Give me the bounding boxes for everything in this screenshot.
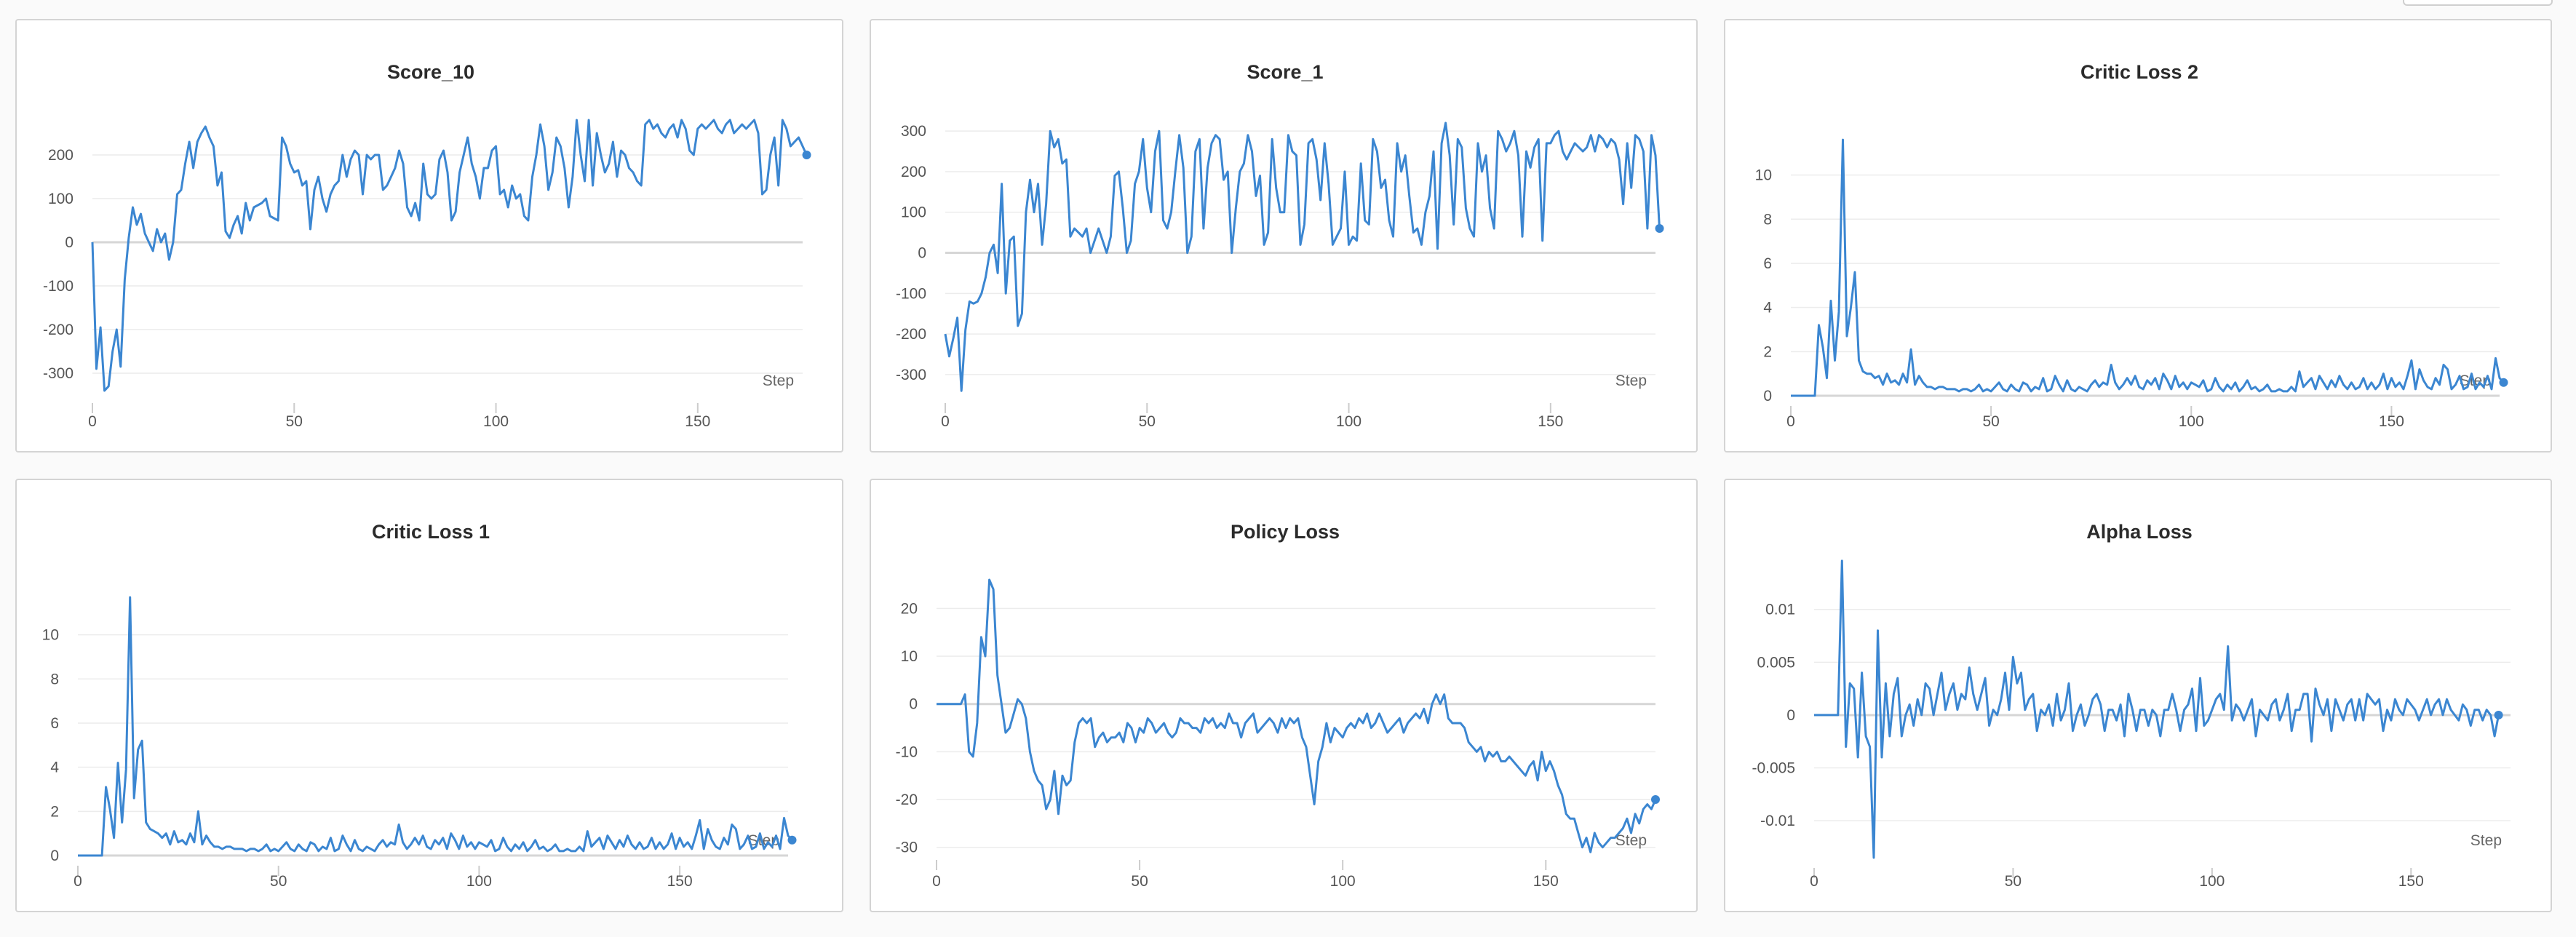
- x-axis-label: Step: [1615, 832, 1647, 849]
- y-tick-label: 200: [901, 164, 926, 180]
- y-tick-label: -100: [896, 285, 926, 302]
- x-tick-label: 0: [932, 873, 941, 890]
- y-tick-label: 100: [901, 204, 926, 221]
- x-tick-label: 150: [685, 413, 710, 430]
- series-end-point[interactable]: [1651, 795, 1660, 805]
- x-tick-label: 50: [1139, 413, 1156, 430]
- chart-title: Critic Loss 1: [372, 521, 490, 543]
- y-tick-label: 6: [50, 715, 59, 732]
- x-axis-label: Step: [2470, 832, 2502, 849]
- chart-panel-critic-loss-2: Critic Loss 2 10 8 6 4 2 0 0 50 100 150 Step: [1724, 19, 2552, 452]
- chart-title: Score_1: [1247, 61, 1323, 83]
- x-tick-label: 100: [466, 873, 492, 890]
- y-tick-label: -200: [896, 326, 926, 343]
- x-tick-label: 0: [1786, 413, 1795, 430]
- x-tick-label: 0: [88, 413, 97, 430]
- x-tick-label: 50: [1131, 873, 1148, 890]
- y-tick-label: -20: [896, 792, 918, 808]
- y-tick-label: 0: [1786, 707, 1795, 724]
- y-tick-label: -10: [896, 743, 918, 760]
- x-tick-label: 150: [1538, 413, 1563, 430]
- x-axis-label: Step: [763, 372, 794, 389]
- series-line: [78, 596, 793, 857]
- series-line: [1814, 559, 2500, 859]
- chart-panel-policy-loss: Policy Loss 20 10 0 -10 -20 -30 0 50 100 150 Step: [870, 479, 1698, 912]
- chart-title: Policy Loss: [1231, 521, 1340, 543]
- series-line: [91, 119, 808, 392]
- y-tick-label: 2: [50, 803, 59, 820]
- y-tick-label: 0: [1763, 388, 1772, 404]
- y-tick-label: -100: [43, 278, 73, 295]
- x-tick-label: 0: [73, 873, 82, 890]
- series-end-point[interactable]: [802, 151, 811, 159]
- y-tick-label: 0: [50, 848, 59, 864]
- x-tick-label: 50: [2005, 873, 2022, 890]
- series-end-point[interactable]: [2494, 710, 2503, 719]
- y-tick-label: 0.005: [1757, 654, 1795, 671]
- y-tick-label: 4: [1763, 300, 1772, 316]
- chart-panel-score-1: Score_1 300 200 100 0 -100 -200 -300 0 50 100 150 St…: [870, 19, 1698, 452]
- x-tick-label: 0: [941, 413, 950, 430]
- chart-panel-critic-loss-1: Critic Loss 1 10 8 6 4 2 0 0 50 100 150 Step: [15, 479, 843, 912]
- chart-title: Score_10: [387, 61, 474, 83]
- x-tick-label: 0: [1810, 873, 1818, 890]
- y-tick-label: 0.01: [1765, 602, 1795, 618]
- y-tick-label: -300: [896, 367, 926, 383]
- chart-svg: Score_10 200 100 0 -100 -200 -300 0 50 100 150 Step: [43, 61, 811, 430]
- series-line: [1791, 138, 2505, 397]
- x-tick-label: 50: [1982, 413, 1999, 430]
- x-tick-label: 50: [270, 873, 287, 890]
- x-tick-label: 100: [2179, 413, 2204, 430]
- x-tick-label: 100: [2199, 873, 2225, 890]
- y-tick-label: 10: [1755, 167, 1772, 184]
- chart-svg: Score_1 300 200 100 0 -100 -200 -300 0 50 100 150 St…: [896, 61, 1664, 430]
- y-tick-label: 20: [901, 600, 918, 617]
- x-tick-label: 150: [2398, 873, 2424, 890]
- y-tick-label: 8: [50, 671, 59, 687]
- chart-panel-alpha-loss: Alpha Loss 0.01 0.005 0 -0.005 -0.01 0 50 100 150…: [1724, 479, 2552, 912]
- y-tick-label: 100: [48, 191, 73, 207]
- series-end-point[interactable]: [787, 835, 797, 845]
- chart-svg: Alpha Loss 0.01 0.005 0 -0.005 -0.01 0 50 100 150…: [1752, 521, 2511, 890]
- y-tick-label: 8: [1763, 211, 1772, 228]
- y-tick-label: -0.005: [1752, 760, 1795, 777]
- series-line: [944, 121, 1661, 392]
- x-tick-label: 50: [286, 413, 303, 430]
- x-tick-label: 100: [1330, 873, 1356, 890]
- chart-panel-score-10: Score_10 200 100 0 -100 -200 -300 0 50 100 150 Step: [15, 19, 843, 452]
- y-tick-label: -0.01: [1760, 813, 1795, 829]
- x-tick-label: 150: [2379, 413, 2404, 430]
- y-tick-label: -300: [43, 365, 73, 382]
- y-tick-label: 2: [1763, 343, 1772, 360]
- y-tick-label: 4: [50, 759, 59, 776]
- y-tick-label: 300: [901, 123, 926, 140]
- y-tick-label: 200: [48, 147, 73, 164]
- series-end-point[interactable]: [2499, 378, 2508, 387]
- x-tick-label: 150: [1533, 873, 1559, 890]
- x-tick-label: 150: [667, 873, 693, 890]
- x-tick-label: 100: [1336, 413, 1361, 430]
- chart-title: Alpha Loss: [2086, 521, 2193, 543]
- y-tick-label: 0: [909, 696, 918, 713]
- x-tick-label: 100: [483, 413, 509, 430]
- y-tick-label: -200: [43, 322, 73, 338]
- series-line: [937, 578, 1657, 853]
- panel-options-button[interactable]: [2403, 0, 2553, 6]
- series-end-point[interactable]: [1655, 224, 1664, 234]
- y-tick-label: 0: [65, 234, 73, 251]
- y-tick-label: -30: [896, 840, 918, 856]
- y-tick-label: 10: [901, 648, 918, 665]
- x-axis-label: Step: [1615, 372, 1647, 389]
- y-tick-label: 0: [918, 245, 926, 262]
- chart-title: Critic Loss 2: [2080, 61, 2198, 83]
- y-tick-label: 10: [42, 627, 59, 644]
- y-tick-label: 6: [1763, 255, 1772, 272]
